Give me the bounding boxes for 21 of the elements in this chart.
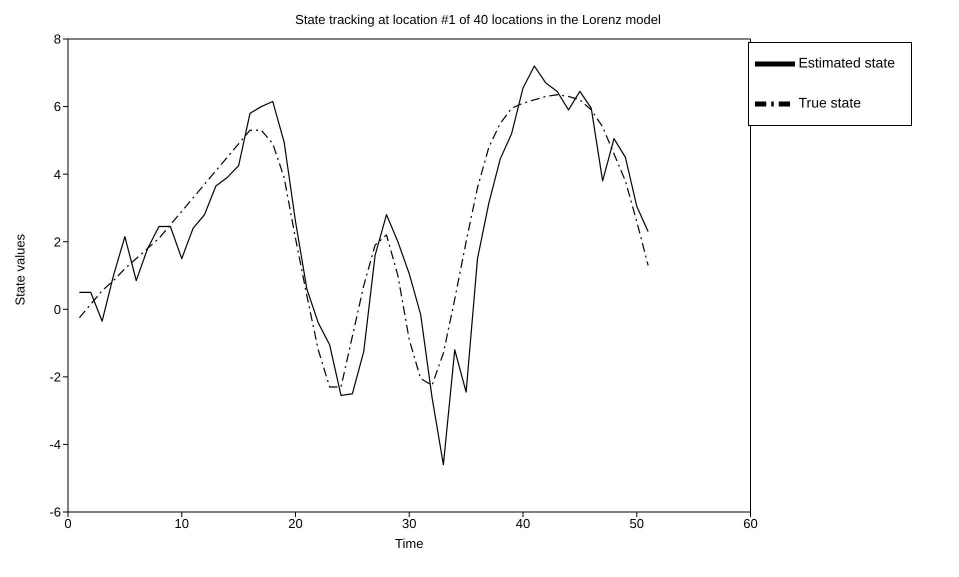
x-tick-label: 30 [402,516,416,532]
y-tick-label: -6 [49,504,61,520]
y-tick-label: 2 [54,234,61,250]
y-tick-label: 8 [54,32,61,47]
y-tick-label: 0 [54,302,61,317]
x-tick-label: 10 [174,516,189,532]
line-series [78,65,649,466]
x-axis-title: Time [395,536,424,551]
x-tick-label: 60 [743,516,758,532]
x-tick-label: 50 [630,516,644,532]
chart-title: State tracking at location #1 of 40 locations in the Lorenz model [294,12,662,27]
legend-label: True state [798,94,862,111]
x-tick-label: 40 [516,516,530,532]
y-tick-label: -2 [49,369,61,384]
y-tick-label: 4 [54,166,61,182]
y-tick-label: -4 [49,437,61,452]
y-tick-label: 6 [54,99,61,114]
x-tick-label: 0 [64,516,72,532]
legend-label: Estimated state [798,54,895,71]
x-tick-label: 20 [288,516,303,532]
y-axis-title: State values [12,233,28,306]
